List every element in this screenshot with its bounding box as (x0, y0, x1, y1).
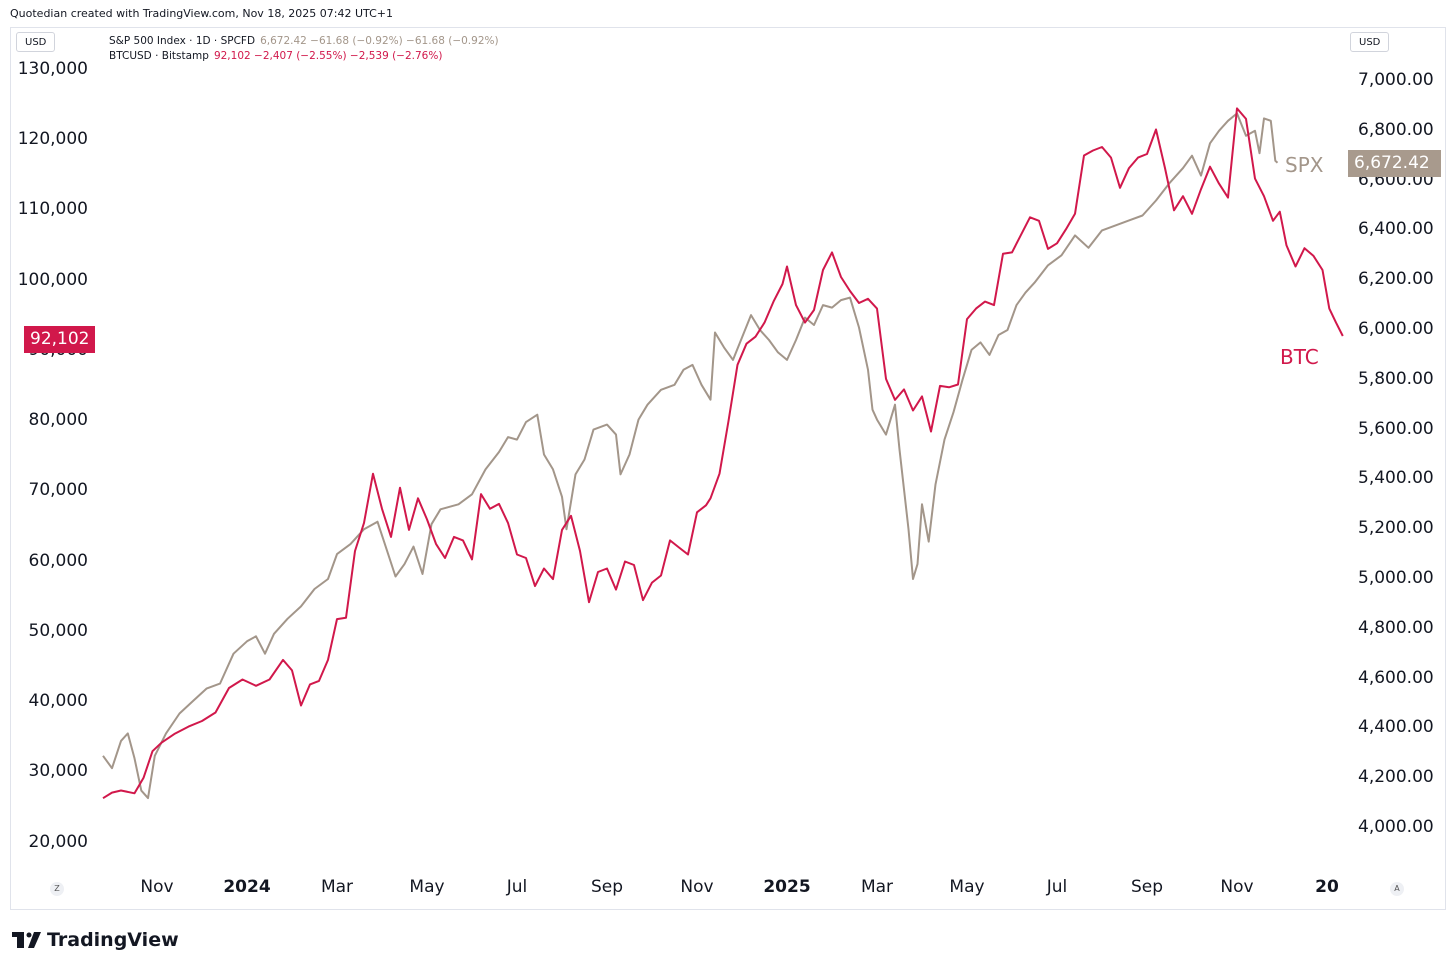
legend-spx-name: S&P 500 Index · 1D · SPCFD (109, 35, 256, 47)
chart-header-attribution: Quotedian created with TradingView.com, … (10, 7, 394, 20)
time-axis-tick-label: Mar (320, 877, 354, 897)
legend-spx-values: 6,672.42 −61.68 (−0.92%) −61.68 (−0.92%) (260, 35, 499, 47)
time-axis-tick-label: Mar (860, 877, 894, 897)
time-axis-tick-label: 20 (1315, 877, 1339, 897)
left-axis-tick-label: 50,000 (28, 620, 88, 641)
right-axis-tick-label: 4,400.00 (1358, 717, 1434, 738)
right-axis-tick-label: 5,600.00 (1358, 418, 1434, 439)
left-axis-tick-label: 80,000 (28, 410, 88, 430)
right-axis-tick-label: 4,600.00 (1358, 667, 1434, 688)
time-axis-tick-label: Nov (140, 877, 174, 897)
chart-frame (10, 27, 1446, 910)
right-axis-tick-label: 4,200.00 (1358, 767, 1434, 788)
btc-series-label: BTC (1280, 345, 1319, 369)
right-axis-tick-label: 5,400.00 (1358, 468, 1434, 489)
tradingview-logo-icon (12, 932, 41, 948)
spx-series-line[interactable] (102, 112, 1279, 800)
btc-last-price-badge: 92,102 (24, 326, 96, 353)
left-axis-tick-label: 130,000 (17, 58, 88, 79)
right-currency-button[interactable]: USD (1350, 32, 1390, 52)
right-axis-tick-label: 5,800.00 (1358, 368, 1434, 389)
spx-last-price-badge: 6,672.42 (1348, 150, 1441, 177)
time-axis-tick-label: Jul (1046, 877, 1068, 897)
left-axis-tick-label: 110,000 (17, 199, 88, 220)
spx-series-label: SPX (1285, 153, 1324, 177)
auto-scale-left-icon[interactable]: Z (50, 882, 64, 896)
right-axis-tick-label: 4,800.00 (1358, 617, 1434, 638)
time-axis-tick-label: Nov (680, 877, 714, 897)
legend-row-spx[interactable]: S&P 500 Index · 1D · SPCFD 6,672.42 −61.6… (109, 34, 499, 49)
left-axis-tick-label: 100,000 (17, 269, 88, 290)
legend-btc-values: 92,102 −2,407 (−2.55%) −2,539 (−2.76%) (213, 50, 443, 62)
time-axis-tick-label: May (949, 877, 985, 897)
chart-legend: S&P 500 Index · 1D · SPCFD 6,672.42 −61.6… (109, 34, 499, 64)
right-axis-tick-label: 4,000.00 (1358, 817, 1434, 837)
right-axis-tick-label: 5,000.00 (1358, 568, 1434, 588)
time-axis-tick-label: Jul (506, 877, 528, 897)
tradingview-logo[interactable]: TradingView (12, 929, 179, 951)
right-axis-tick-label: 6,200.00 (1358, 269, 1434, 290)
left-axis-tick-label: 60,000 (28, 550, 88, 571)
time-axis-tick-label: 2024 (223, 877, 271, 897)
tradingview-logo-text: TradingView (47, 929, 179, 951)
legend-btc-name: BTCUSD · Bitstamp (109, 50, 209, 62)
time-axis-tick-label: Nov (1220, 877, 1254, 897)
left-axis-tick-label: 120,000 (17, 129, 88, 149)
left-axis-tick-label: 30,000 (28, 761, 88, 782)
auto-scale-right-icon[interactable]: A (1390, 882, 1404, 896)
right-axis-tick-label: 6,800.00 (1358, 119, 1434, 140)
right-axis-tick-label: 6,400.00 (1358, 219, 1434, 240)
time-axis-tick-label: Sep (590, 877, 624, 897)
left-axis-tick-label: 40,000 (28, 691, 88, 711)
left-axis-tick-label: 70,000 (28, 480, 88, 501)
btc-series-line[interactable] (102, 107, 1344, 800)
right-axis-tick-label: 7,000.00 (1358, 70, 1434, 90)
time-axis-tick-label: May (409, 877, 445, 897)
time-axis-tick-label: Sep (1130, 877, 1164, 897)
right-axis-tick-label: 5,200.00 (1358, 518, 1434, 539)
right-axis-tick-label: 6,000.00 (1358, 319, 1434, 339)
left-axis-tick-label: 20,000 (28, 831, 88, 852)
time-axis-tick-label: 2025 (763, 877, 811, 897)
left-currency-button[interactable]: USD (16, 32, 56, 52)
legend-row-btc[interactable]: BTCUSD · Bitstamp 92,102 −2,407 (−2.55%) … (109, 49, 499, 64)
